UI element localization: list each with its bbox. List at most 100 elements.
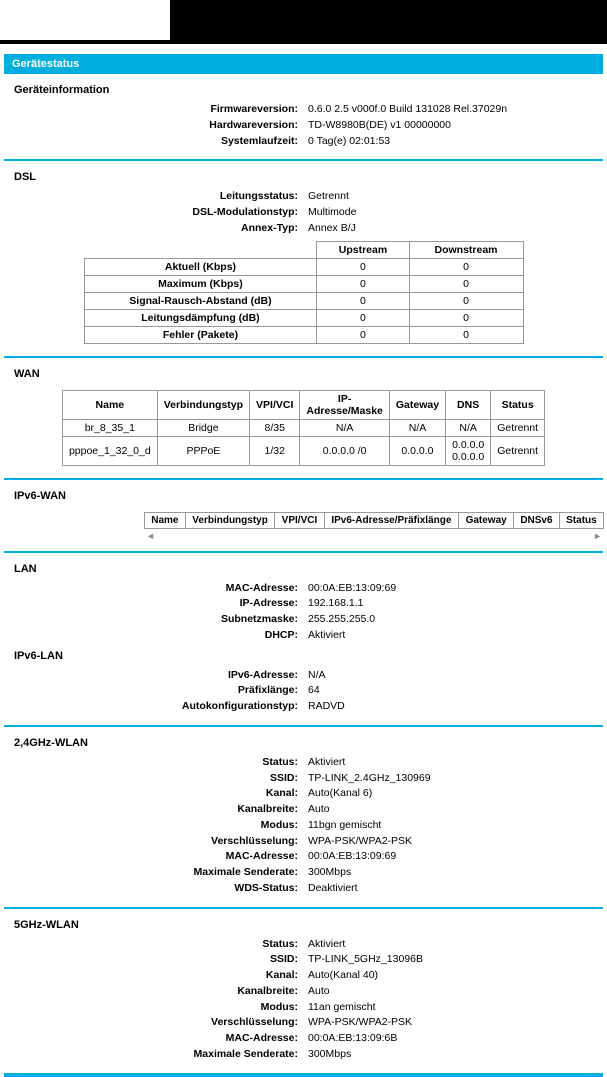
dsl-metric-label: Leitungsdämpfung (dB)	[84, 309, 317, 326]
wlan24-title: 2,4GHz-WLAN	[4, 735, 603, 755]
dsl-metric-down: 0	[409, 258, 523, 275]
wlan24-info-value: Auto	[304, 802, 603, 818]
dsl-th-upstream: Upstream	[317, 241, 409, 258]
dsl-info-value: Getrennt	[304, 189, 603, 205]
lan-info-row: Subnetzmaske:255.255.255.0	[4, 612, 603, 628]
lan-section: LAN MAC-Adresse:00:0A:EB:13:09:69IP-Adre…	[4, 553, 603, 727]
wlan24-info-value: 300Mbps	[304, 865, 603, 881]
dsl-table-row: Fehler (Pakete)00	[84, 326, 523, 343]
dsl-metric-label: Fehler (Pakete)	[84, 326, 317, 343]
dsl-metric-up: 0	[317, 326, 409, 343]
ipv6wan-th: VPI/VCI	[275, 512, 324, 528]
wan-cell-vpi: 8/35	[250, 419, 300, 436]
wlan5-info-label: MAC-Adresse:	[4, 1031, 304, 1047]
wan-cell-name: br_8_35_1	[62, 419, 157, 436]
device-info-value: 0 Tag(e) 02:01:53	[304, 134, 603, 150]
ipv6wan-th: DNSv6	[514, 512, 560, 528]
wlan5-info-row: MAC-Adresse:00:0A:EB:13:09:6B	[4, 1031, 603, 1047]
ipv6wan-th: Status	[559, 512, 603, 528]
wlan24-info-label: Kanal:	[4, 786, 304, 802]
ipv6wan-th: Verbindungstyp	[185, 512, 275, 528]
lan-info-label: MAC-Adresse:	[4, 581, 304, 597]
wlan24-info-value: 00:0A:EB:13:09:69	[304, 849, 603, 865]
dsl-metric-label: Signal-Rausch-Abstand (dB)	[84, 292, 317, 309]
lan-info-value: Aktiviert	[304, 628, 603, 644]
wlan5-info-row: Status:Aktiviert	[4, 937, 603, 953]
ipv6wan-scroll-hint[interactable]: ◄ ►	[144, 531, 604, 541]
ipv6lan-info-row: IPv6-Adresse:N/A	[4, 668, 603, 684]
dsl-info-label: Annex-Typ:	[4, 221, 304, 237]
wan-th: Verbindungstyp	[157, 390, 249, 419]
wan-title: WAN	[4, 366, 603, 386]
wlan5-info-value: 11an gemischt	[304, 1000, 603, 1016]
ipv6lan-info-value: RADVD	[304, 699, 603, 715]
dsl-metric-down: 0	[409, 326, 523, 343]
wlan24-info-value: 11bgn gemischt	[304, 818, 603, 834]
device-info-title: Geräteinformation	[4, 82, 603, 102]
device-info-row: Systemlaufzeit:0 Tag(e) 02:01:53	[4, 134, 603, 150]
wan-th: Name	[62, 390, 157, 419]
wan-table: NameVerbindungstypVPI/VCIIP-Adresse/Mask…	[62, 390, 545, 466]
page-title: Gerätestatus	[12, 58, 79, 70]
wlan5-info-value: Auto	[304, 984, 603, 1000]
dsl-info-label: Leitungsstatus:	[4, 189, 304, 205]
page-title-bar: Gerätestatus	[4, 54, 603, 74]
wlan24-info-row: WDS-Status:Deaktiviert	[4, 881, 603, 897]
ipv6wan-th: Gateway	[459, 512, 514, 528]
wlan24-info-value: TP-LINK_2.4GHz_130969	[304, 771, 603, 787]
device-info-row: Firmwareversion:0.6.0 2.5 v000f.0 Build …	[4, 102, 603, 118]
wlan24-info-value: Deaktiviert	[304, 881, 603, 897]
wlan24-info-label: SSID:	[4, 771, 304, 787]
lan-info-row: DHCP:Aktiviert	[4, 628, 603, 644]
wlan5-info-value: WPA-PSK/WPA2-PSK	[304, 1015, 603, 1031]
dsl-metric-label: Maximum (Kbps)	[84, 275, 317, 292]
dsl-info-row: DSL-Modulationstyp:Multimode	[4, 205, 603, 221]
wlan5-info-row: Kanalbreite:Auto	[4, 984, 603, 1000]
wlan24-info-row: MAC-Adresse:00:0A:EB:13:09:69	[4, 849, 603, 865]
wlan24-info-label: Status:	[4, 755, 304, 771]
top-black-bar	[0, 0, 607, 44]
wlan24-info-value: Aktiviert	[304, 755, 603, 771]
wan-table-row: br_8_35_1Bridge8/35N/AN/AN/AGetrennt	[62, 419, 544, 436]
wlan24-info-row: Maximale Senderate:300Mbps	[4, 865, 603, 881]
lan-info-label: DHCP:	[4, 628, 304, 644]
dsl-th-downstream: Downstream	[409, 241, 523, 258]
wlan24-info-row: Modus:11bgn gemischt	[4, 818, 603, 834]
dsl-metric-label: Aktuell (Kbps)	[84, 258, 317, 275]
dsl-info-value: Multimode	[304, 205, 603, 221]
wan-th: VPI/VCI	[250, 390, 300, 419]
ipv6lan-info-label: Präfixlänge:	[4, 683, 304, 699]
dsl-table-row: Signal-Rausch-Abstand (dB)00	[84, 292, 523, 309]
wlan24-info-label: Maximale Senderate:	[4, 865, 304, 881]
dsl-table-row: Aktuell (Kbps)00	[84, 258, 523, 275]
wan-cell-status: Getrennt	[491, 436, 545, 465]
lan-info-row: IP-Adresse:192.168.1.1	[4, 596, 603, 612]
ipv6wan-table: NameVerbindungstypVPI/VCIIPv6-Adresse/Pr…	[144, 512, 604, 529]
dsl-metric-down: 0	[409, 292, 523, 309]
wan-cell-type: PPPoE	[157, 436, 249, 465]
ipv6wan-section: IPv6-WAN NameVerbindungstypVPI/VCIIPv6-A…	[4, 480, 603, 553]
wan-table-row: pppoe_1_32_0_dPPPoE1/320.0.0.0 /00.0.0.0…	[62, 436, 544, 465]
wlan24-section: 2,4GHz-WLAN Status:AktiviertSSID:TP-LINK…	[4, 727, 603, 909]
wan-cell-name: pppoe_1_32_0_d	[62, 436, 157, 465]
device-info-label: Firmwareversion:	[4, 102, 304, 118]
top-border-line	[0, 40, 170, 42]
wlan24-info-row: Status:Aktiviert	[4, 755, 603, 771]
wan-cell-status: Getrennt	[491, 419, 545, 436]
device-info-value: TD-W8980B(DE) v1 00000000	[304, 118, 603, 134]
lan-info-row: MAC-Adresse:00:0A:EB:13:09:69	[4, 581, 603, 597]
wlan5-info-value: Auto(Kanal 40)	[304, 968, 603, 984]
wlan24-info-value: Auto(Kanal 6)	[304, 786, 603, 802]
wan-section: WAN NameVerbindungstypVPI/VCIIP-Adresse/…	[4, 358, 603, 480]
wan-th: Gateway	[389, 390, 445, 419]
dsl-info-row: Leitungsstatus:Getrennt	[4, 189, 603, 205]
scroll-left-icon[interactable]: ◄	[146, 531, 155, 541]
scroll-right-icon[interactable]: ►	[593, 531, 602, 541]
wlan24-info-row: Kanalbreite:Auto	[4, 802, 603, 818]
dsl-section: DSL Leitungsstatus:GetrenntDSL-Modulatio…	[4, 161, 603, 357]
wlan5-info-row: Modus:11an gemischt	[4, 1000, 603, 1016]
ipv6lan-info-value: N/A	[304, 668, 603, 684]
dsl-table: Upstream Downstream Aktuell (Kbps)00Maxi…	[84, 241, 524, 344]
dsl-info-row: Annex-Typ:Annex B/J	[4, 221, 603, 237]
wan-cell-dns: 0.0.0.00.0.0.0	[446, 436, 491, 465]
